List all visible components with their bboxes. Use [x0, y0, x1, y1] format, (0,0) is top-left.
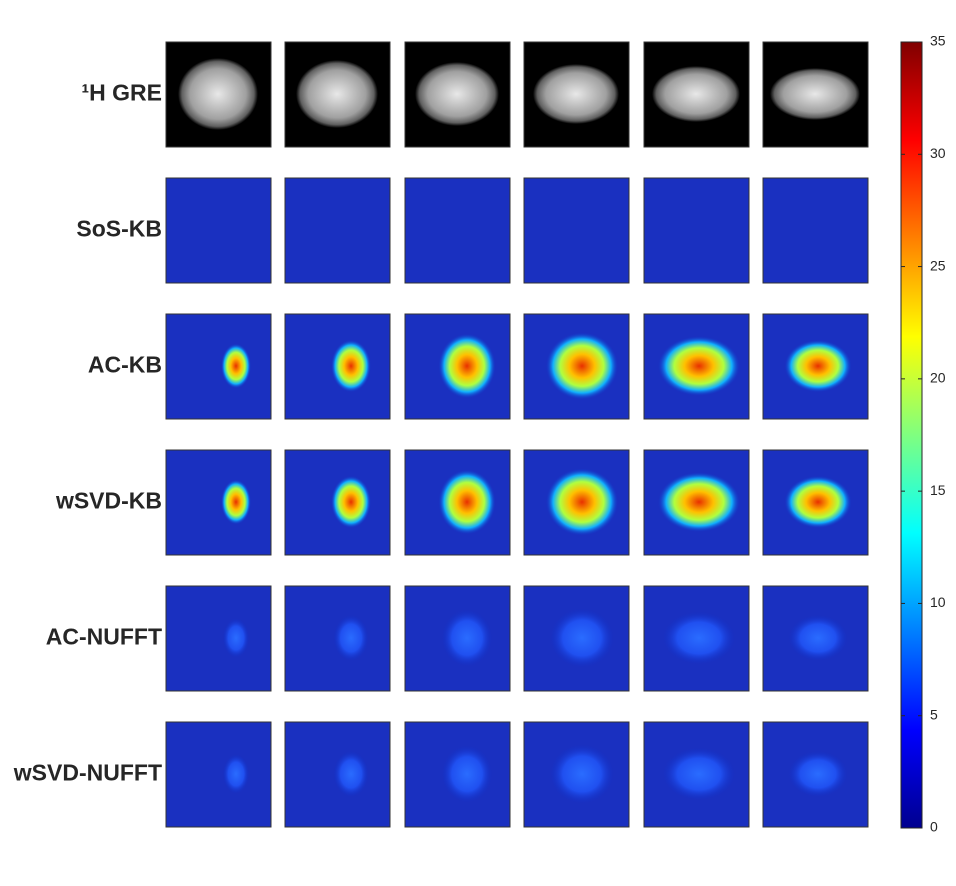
tile-bg [165, 721, 272, 828]
tick-label: 5 [930, 706, 938, 722]
image-tile [762, 177, 869, 284]
image-tile [404, 177, 511, 284]
image-tile [404, 41, 511, 148]
signal-blob [657, 336, 741, 396]
signal-blob [788, 614, 848, 662]
image-tile [643, 585, 750, 692]
image-tile [165, 449, 272, 556]
colorbar [900, 41, 923, 829]
signal-blob [662, 747, 736, 801]
head-slice [415, 62, 499, 126]
image-tile [643, 449, 750, 556]
tick-label: 35 [930, 33, 946, 49]
row-label: SoS-KB [76, 216, 162, 242]
row-label: AC-KB [88, 352, 162, 378]
row-label: wSVD-KB [55, 488, 162, 514]
image-tile [165, 177, 272, 284]
head-slice [533, 64, 619, 124]
image-tile [762, 313, 869, 420]
tick-label: 20 [930, 370, 946, 386]
head-slice [178, 58, 258, 130]
signal-blob [662, 611, 736, 665]
signal-blob [438, 469, 496, 535]
signal-blob [550, 744, 614, 804]
tick-label: 30 [930, 145, 946, 161]
signal-blob [784, 475, 852, 529]
signal-blob [441, 609, 493, 667]
signal-blob [784, 339, 852, 393]
signal-blob [331, 475, 371, 529]
image-tile [762, 449, 869, 556]
image-tile [284, 721, 391, 828]
tick-label: 10 [930, 594, 946, 610]
image-tile [523, 449, 630, 556]
signal-blob [221, 343, 251, 389]
head-slice [296, 60, 378, 128]
tile-bg [762, 177, 869, 284]
tile-bg [165, 313, 272, 420]
signal-blob [657, 472, 741, 532]
tick-label: 15 [930, 482, 946, 498]
signal-blob [545, 332, 619, 400]
image-tile [165, 585, 272, 692]
image-tile [643, 313, 750, 420]
tile-bg [404, 177, 511, 284]
signal-blob [221, 479, 251, 525]
image-tile [284, 449, 391, 556]
image-tile [523, 585, 630, 692]
image-tile [523, 177, 630, 284]
image-tile [284, 313, 391, 420]
image-tile [643, 721, 750, 828]
tile-bg [165, 585, 272, 692]
row-label: AC-NUFFT [46, 624, 162, 650]
signal-blob [788, 750, 848, 798]
image-tile [404, 721, 511, 828]
tile-bg [284, 177, 391, 284]
image-tile [165, 41, 272, 148]
image-grid: ¹H GRE SoS-KB AC-KB wSVD-KB AC-NUFFT wSVD-NUF… [13, 41, 869, 828]
image-tile [523, 313, 630, 420]
image-tile [165, 721, 272, 828]
image-tile [284, 41, 391, 148]
image-tile [643, 41, 750, 148]
signal-blob [222, 754, 250, 794]
row-label: wSVD-NUFFT [13, 760, 162, 786]
signal-blob [545, 468, 619, 536]
signal-blob [550, 608, 614, 668]
image-tile [284, 585, 391, 692]
tile-bg [165, 177, 272, 284]
image-tile [404, 585, 511, 692]
head-slice [770, 68, 860, 120]
tick-label: 25 [930, 257, 946, 273]
image-tile [165, 313, 272, 420]
signal-blob [333, 614, 369, 662]
tile-bg [523, 177, 630, 284]
signal-blob [333, 750, 369, 798]
tile-bg [284, 721, 391, 828]
image-tile [523, 41, 630, 148]
image-tile [762, 41, 869, 148]
image-tile [762, 721, 869, 828]
image-tile [404, 313, 511, 420]
signal-blob [441, 745, 493, 803]
image-tile [284, 177, 391, 284]
row-label: ¹H GRE [82, 80, 163, 106]
tile-bg [165, 449, 272, 556]
signal-blob [222, 618, 250, 658]
head-slice [652, 66, 740, 122]
colorbar-axis: 0 5 10 15 20 25 30 35 [901, 33, 946, 835]
image-tile [762, 585, 869, 692]
tile-bg [643, 177, 750, 284]
image-tile [404, 449, 511, 556]
signal-blob [438, 333, 496, 399]
image-tile [643, 177, 750, 284]
image-tile [523, 721, 630, 828]
tick-label: 0 [930, 819, 938, 835]
signal-blob [331, 339, 371, 393]
